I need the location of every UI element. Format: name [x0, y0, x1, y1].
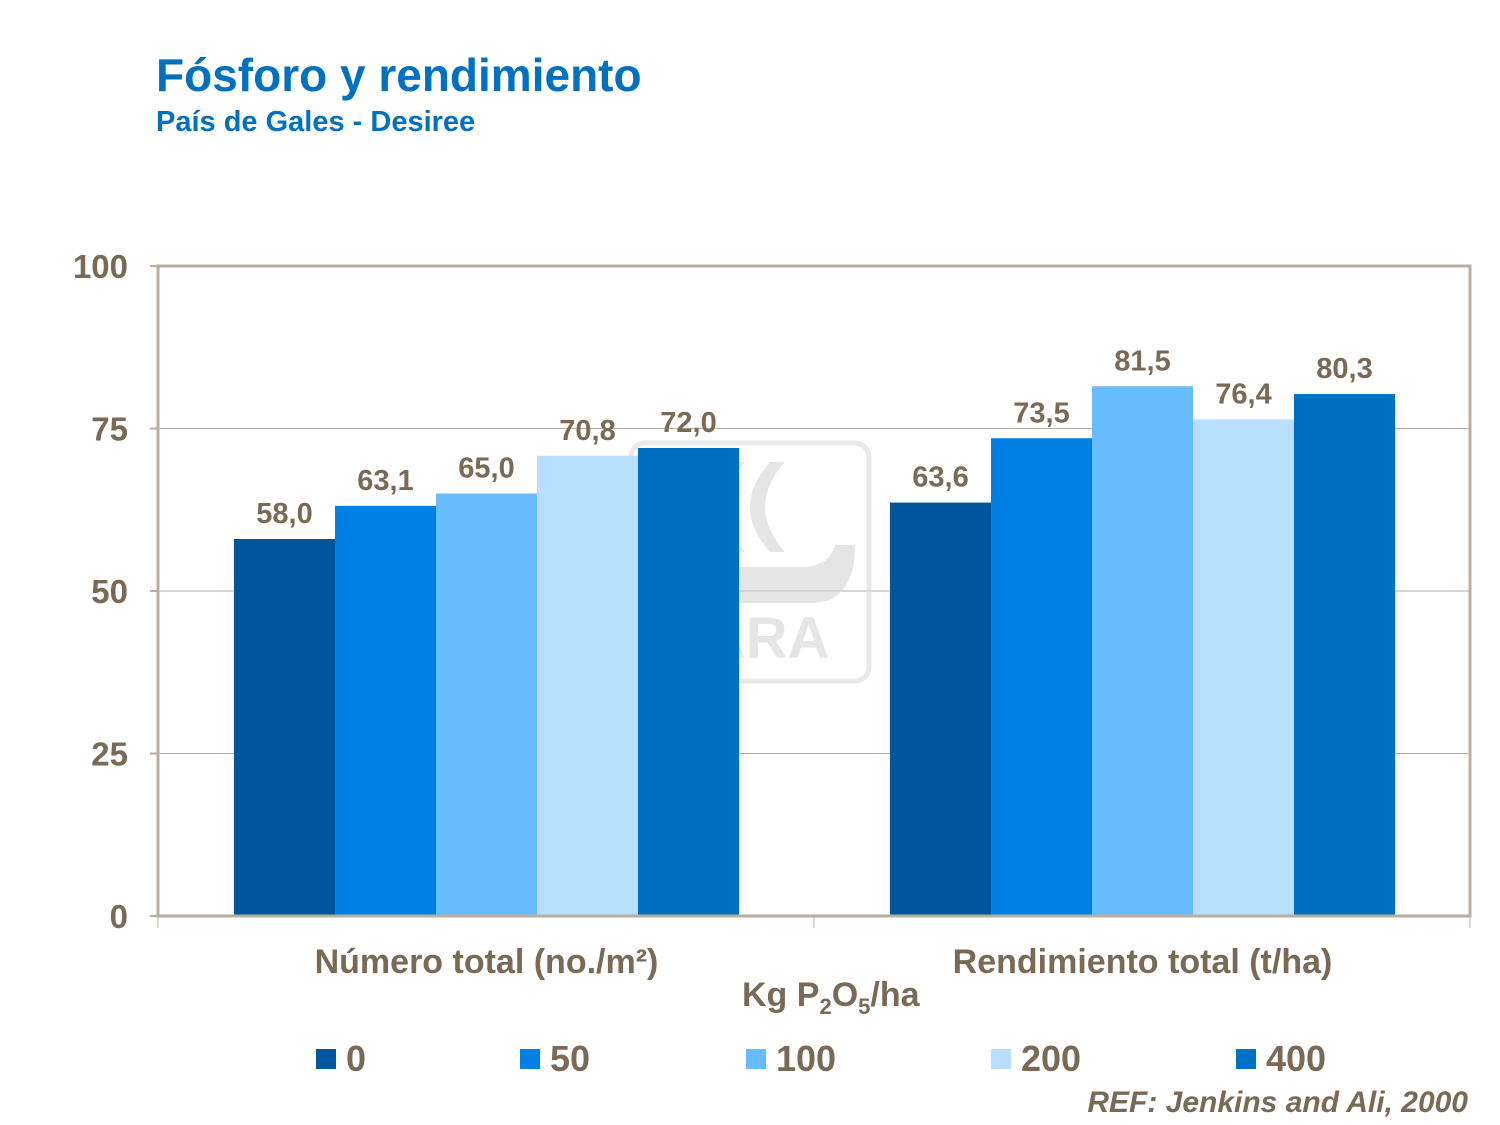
reference-note: REF: Jenkins and Ali, 2000: [1087, 1086, 1468, 1119]
legend: 0 50 100 200 400: [0, 1038, 1500, 1082]
legend-swatch: [746, 1049, 766, 1069]
bar-100-0: [436, 493, 537, 916]
y-tick-label: 50: [91, 573, 128, 610]
bar-400-1: [1294, 394, 1395, 916]
bar-50-0: [335, 505, 436, 916]
legend-swatch: [520, 1049, 540, 1069]
bar-400-0: [638, 448, 739, 916]
bar-100-1: [1092, 386, 1193, 916]
bar-50-1: [991, 438, 1092, 916]
data-label: 58,0: [256, 498, 312, 530]
x-axis-title: Kg P2O5/ha: [742, 976, 920, 1019]
category-label: Número total (no./m²): [315, 943, 659, 981]
chart-title: Fósforo y rendimiento: [156, 49, 642, 101]
y-tick-label: 75: [91, 411, 128, 448]
legend-label: 50: [550, 1038, 591, 1079]
data-label: 72,0: [660, 407, 716, 439]
watermark-sail: [750, 462, 785, 552]
data-label: 63,6: [912, 462, 968, 494]
legend-label: 100: [776, 1038, 837, 1079]
data-label: 70,8: [559, 415, 615, 447]
data-label: 73,5: [1013, 397, 1069, 429]
data-label: 76,4: [1215, 378, 1271, 410]
bar-0-1: [890, 502, 991, 916]
legend-item-400: 400: [1236, 1038, 1326, 1080]
bar-200-1: [1193, 419, 1294, 916]
legend-swatch: [316, 1049, 336, 1069]
legend-label: 200: [1021, 1038, 1082, 1079]
legend-label: 0: [346, 1038, 367, 1079]
bar-200-0: [537, 455, 638, 916]
legend-swatch: [991, 1049, 1011, 1069]
legend-item-100: 100: [746, 1038, 836, 1080]
y-tick-label: 25: [91, 736, 128, 773]
y-tick-label: 100: [73, 248, 128, 285]
data-label: 80,3: [1316, 353, 1372, 385]
category-label: Rendimiento total (t/ha): [953, 943, 1333, 981]
legend-item-200: 200: [991, 1038, 1081, 1080]
legend-swatch: [1236, 1049, 1256, 1069]
data-label: 65,0: [458, 453, 514, 485]
data-label: 81,5: [1114, 345, 1170, 377]
data-label: 63,1: [357, 465, 413, 497]
legend-item-0: 0: [316, 1038, 366, 1080]
y-tick-label: 0: [110, 898, 128, 935]
legend-item-50: 50: [520, 1038, 590, 1080]
legend-label: 400: [1266, 1038, 1327, 1079]
chart-subtitle: País de Gales - Desiree: [156, 106, 476, 138]
bar-0-0: [234, 539, 335, 916]
